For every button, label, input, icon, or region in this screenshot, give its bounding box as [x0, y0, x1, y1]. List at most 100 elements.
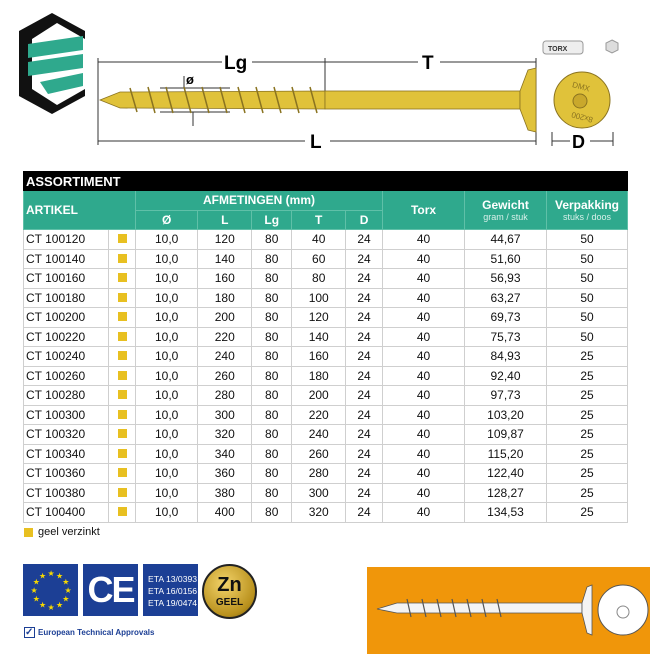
- eu-star-icon: ★: [39, 601, 46, 610]
- diameter-label: ø: [186, 72, 194, 87]
- cell-lg: 80: [251, 326, 293, 347]
- cell-lg: 80: [251, 443, 293, 464]
- cell-artikel: CT 100160: [23, 268, 109, 289]
- cell-diameter: 10,0: [134, 385, 199, 406]
- cell-gewicht: 69,73: [464, 307, 547, 328]
- cell-gewicht: 103,20: [464, 404, 547, 425]
- t-label: T: [422, 53, 434, 74]
- cell-lg: 80: [251, 385, 293, 406]
- cell-verpakking: 25: [546, 404, 628, 425]
- eu-star-icon: ★: [33, 595, 40, 604]
- cell-artikel: CT 100120: [23, 229, 109, 250]
- table-row: CT 100260 10,0 260 80 180 24 40 92,40 25: [23, 365, 628, 386]
- finish-swatch-cell: [108, 463, 136, 484]
- header-lg: Lg: [251, 209, 293, 230]
- cell-t: 240: [291, 424, 347, 445]
- cell-verpakking: 25: [546, 463, 628, 484]
- table-row: CT 100280 10,0 280 80 200 24 40 97,73 25: [23, 385, 628, 406]
- ce-mark-badge: CE: [83, 564, 138, 616]
- cell-torx: 40: [382, 326, 465, 347]
- cell-torx: 40: [382, 307, 465, 328]
- cell-d: 24: [345, 229, 383, 250]
- cell-verpakking: 25: [546, 502, 628, 523]
- finish-swatch: [117, 253, 127, 263]
- verpakking-label: Verpakking: [554, 198, 620, 212]
- finish-swatch: [117, 273, 127, 283]
- cell-verpakking: 25: [546, 346, 628, 367]
- finish-swatch: [117, 507, 127, 517]
- bit-hex-icon: [605, 39, 619, 54]
- bit-label: TORX: [548, 46, 568, 53]
- eta-line: ETA 16/0156: [148, 586, 198, 596]
- cell-l: 140: [197, 248, 253, 269]
- cell-d: 24: [345, 502, 383, 523]
- cell-l: 160: [197, 268, 253, 289]
- cell-d: 24: [345, 346, 383, 367]
- eu-star-icon: ★: [62, 578, 69, 587]
- cell-lg: 80: [251, 307, 293, 328]
- cell-t: 40: [291, 229, 347, 250]
- cell-artikel: CT 100220: [23, 326, 109, 347]
- cell-d: 24: [345, 385, 383, 406]
- cell-lg: 80: [251, 268, 293, 289]
- cell-torx: 40: [382, 346, 465, 367]
- cell-t: 80: [291, 268, 347, 289]
- table-title: ASSORTIMENT: [23, 171, 628, 191]
- table-row: CT 100180 10,0 180 80 100 24 40 63,27 50: [23, 287, 628, 308]
- finish-swatch-cell: [108, 268, 136, 289]
- cell-diameter: 10,0: [134, 404, 199, 425]
- cell-lg: 80: [251, 404, 293, 425]
- cell-l: 240: [197, 346, 253, 367]
- cell-lg: 80: [251, 482, 293, 503]
- d-label: D: [572, 132, 585, 152]
- cell-verpakking: 50: [546, 268, 628, 289]
- finish-swatch: [117, 234, 127, 244]
- finish-swatch: [117, 331, 127, 341]
- table-row: CT 100340 10,0 340 80 260 24 40 115,20 25: [23, 443, 628, 464]
- cell-diameter: 10,0: [134, 229, 199, 250]
- cell-t: 120: [291, 307, 347, 328]
- cell-diameter: 10,0: [134, 287, 199, 308]
- product-photo-banner: [367, 567, 650, 654]
- table-row: CT 100240 10,0 240 80 160 24 40 84,93 25: [23, 346, 628, 367]
- finish-swatch: [117, 292, 127, 302]
- verpakking-unit: stuks / doos: [562, 212, 612, 222]
- screw-head-view: [553, 71, 611, 129]
- cell-artikel: CT 100340: [23, 443, 109, 464]
- finish-swatch: [117, 448, 127, 458]
- cell-lg: 80: [251, 229, 293, 250]
- zn-geel-badge: Zn GEEL: [202, 564, 257, 619]
- cell-torx: 40: [382, 268, 465, 289]
- header-torx: Torx: [382, 190, 465, 230]
- cell-gewicht: 109,87: [464, 424, 547, 445]
- cell-l: 200: [197, 307, 253, 328]
- cell-gewicht: 97,73: [464, 385, 547, 406]
- table-row: CT 100360 10,0 360 80 280 24 40 122,40 25: [23, 463, 628, 484]
- finish-swatch: [117, 409, 127, 419]
- cell-torx: 40: [382, 463, 465, 484]
- cell-torx: 40: [382, 365, 465, 386]
- eu-star-icon: ★: [48, 603, 55, 612]
- cell-diameter: 10,0: [134, 463, 199, 484]
- cell-torx: 40: [382, 502, 465, 523]
- header-l: L: [197, 209, 253, 230]
- table-row: CT 100220 10,0 220 80 140 24 40 75,73 50: [23, 326, 628, 347]
- finish-swatch: [117, 487, 127, 497]
- cell-diameter: 10,0: [134, 326, 199, 347]
- cell-t: 180: [291, 365, 347, 386]
- cell-artikel: CT 100380: [23, 482, 109, 503]
- cell-gewicht: 63,27: [464, 287, 547, 308]
- cell-d: 24: [345, 482, 383, 503]
- cell-lg: 80: [251, 346, 293, 367]
- finish-swatch: [117, 312, 127, 322]
- cell-torx: 40: [382, 229, 465, 250]
- cell-t: 320: [291, 502, 347, 523]
- header-t: T: [291, 209, 347, 230]
- zn-label: Zn: [217, 574, 242, 596]
- cell-torx: 40: [382, 385, 465, 406]
- cell-diameter: 10,0: [134, 365, 199, 386]
- cell-l: 120: [197, 229, 253, 250]
- gewicht-unit: gram / stuk: [483, 212, 528, 222]
- table-row: CT 100140 10,0 140 80 60 24 40 51,60 50: [23, 248, 628, 269]
- cell-d: 24: [345, 326, 383, 347]
